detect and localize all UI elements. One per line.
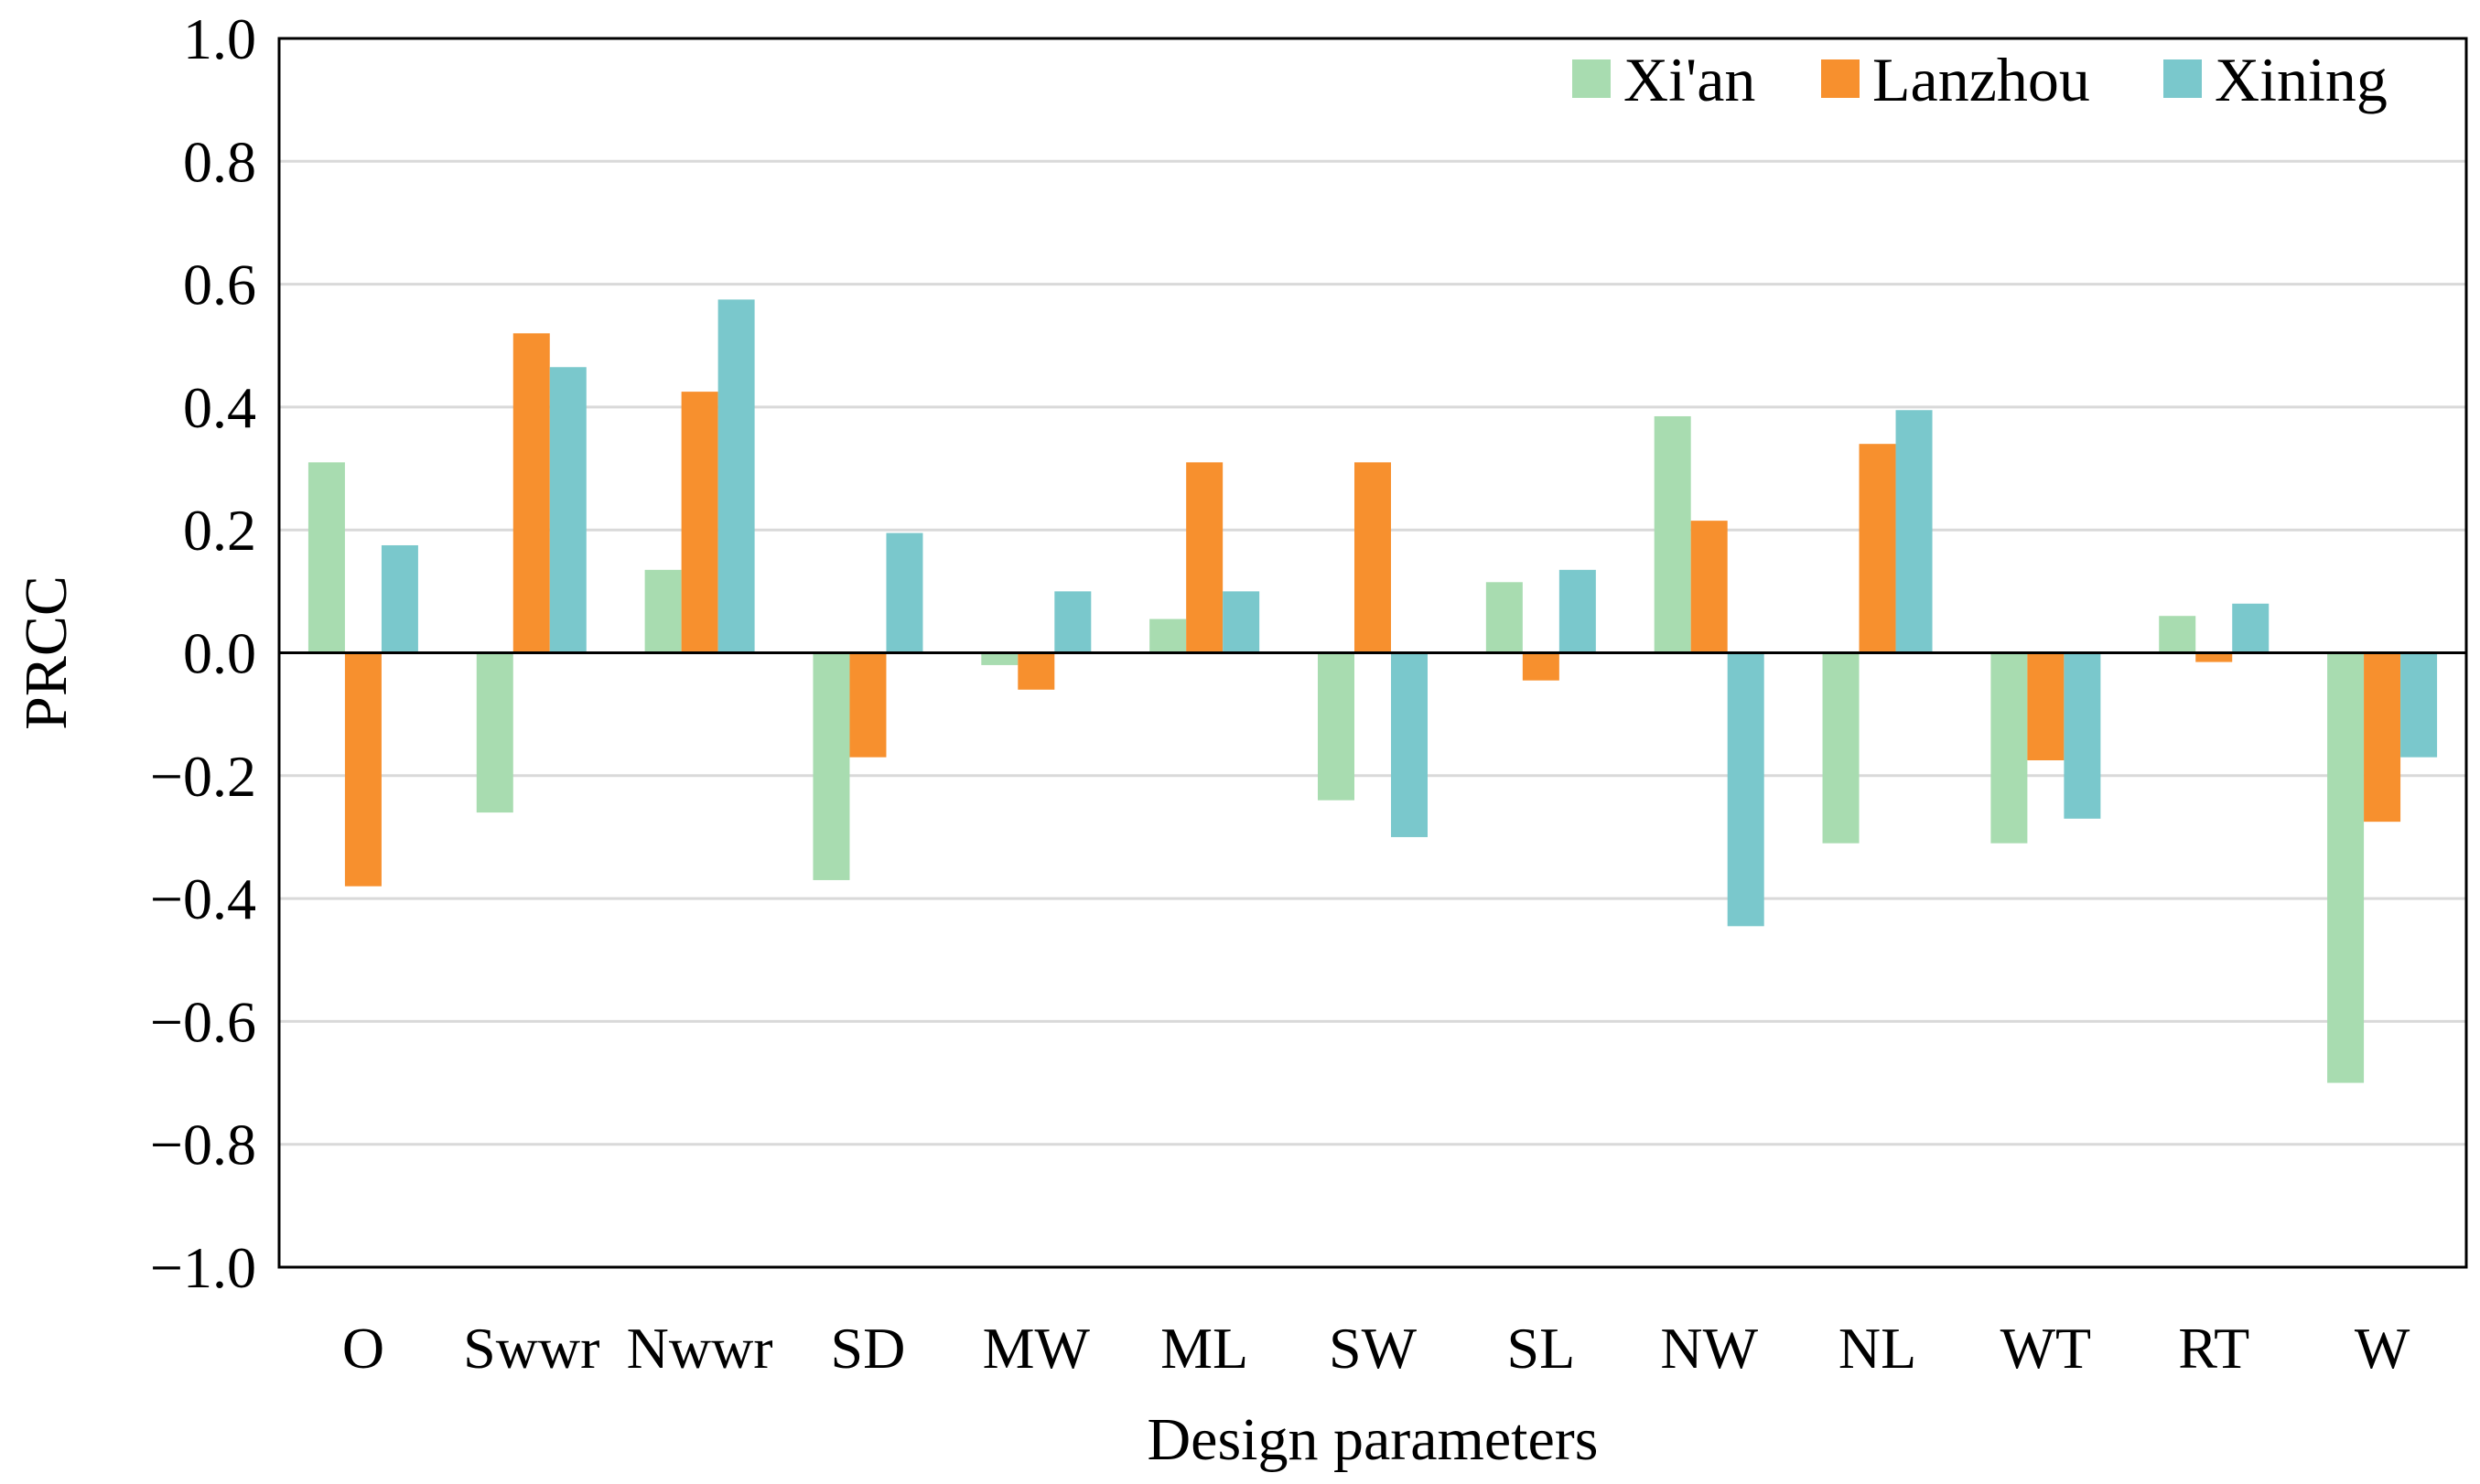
bar-lanzhou-o (344, 652, 382, 887)
bar-xian-nw (1654, 415, 1691, 653)
bar-lanzhou-sl (1522, 652, 1559, 681)
x-axis-title: Design parameters (1148, 1406, 1599, 1473)
bar-xian-mw (981, 652, 1019, 665)
bar-lanzhou-mw (1018, 652, 1055, 690)
y-tick-label: −0.2 (150, 744, 256, 809)
x-tick-label: SD (831, 1316, 906, 1381)
bars (307, 299, 2438, 1083)
x-tick-label: ML (1160, 1316, 1248, 1381)
bar-xining-rt (2232, 603, 2270, 653)
y-tick-label: −0.4 (150, 866, 256, 931)
bar-lanzhou-nl (1859, 444, 1896, 653)
bar-lanzhou-ml (1186, 462, 1224, 653)
y-tick-label: 0.8 (183, 129, 256, 194)
bar-xining-w (2400, 652, 2438, 758)
bar-xian-wt (1990, 652, 2028, 844)
bar-xian-ml (1149, 618, 1187, 653)
x-tick-label: SW (1329, 1316, 1418, 1381)
bar-xining-swwr (549, 367, 587, 653)
bar-xian-rt (2159, 616, 2196, 653)
bar-xian-sw (1318, 652, 1354, 801)
legend-swatch-xining (2163, 59, 2202, 98)
bar-lanzhou-sd (849, 652, 887, 758)
legend-label-xining: Xining (2215, 45, 2388, 114)
legend: Xi'an Lanzhou Xining (1572, 45, 2388, 114)
y-tick-label: 0.2 (183, 498, 256, 563)
legend-label-xian: Xi'an (1623, 45, 1755, 114)
x-tick-label: RT (2178, 1316, 2249, 1381)
x-tick-label: NW (1660, 1316, 1758, 1381)
y-axis-tick-labels: 1.0 0.8 0.6 0.4 0.2 0.0 −0.2 −0.4 −0.6 −0.8 −1.0 (150, 6, 256, 1300)
bar-xining-o (381, 544, 418, 653)
x-tick-label: MW (983, 1316, 1091, 1381)
bar-xining-ml (1223, 591, 1260, 653)
bar-xian-swwr (476, 652, 513, 813)
x-tick-label: SL (1507, 1316, 1576, 1381)
plot-area-frame (277, 37, 2468, 1269)
x-axis-tick-labels: O Swwr Nwwr SD MW ML SW SL NW NL WT RT W (342, 1316, 2410, 1381)
bar-lanzhou-rt (2195, 652, 2233, 662)
bar-lanzhou-wt (2027, 652, 2065, 761)
bar-xining-sw (1391, 652, 1428, 837)
y-tick-label: 0.4 (183, 375, 256, 440)
y-axis-title: PRCC (13, 575, 80, 730)
bar-xian-o (307, 462, 345, 653)
x-tick-label: Swwr (463, 1316, 599, 1381)
bar-lanzhou-nwwr (681, 392, 718, 653)
legend-swatch-xian (1572, 59, 1611, 98)
bar-lanzhou-w (2364, 652, 2401, 823)
bar-xining-nwwr (717, 299, 755, 653)
bar-xining-sd (886, 532, 923, 653)
x-tick-label: Nwwr (627, 1316, 773, 1381)
bar-xian-nwwr (644, 569, 682, 653)
y-tick-label: 0.0 (183, 621, 256, 686)
y-tick-label: 0.6 (183, 253, 256, 317)
bar-xian-nl (1822, 652, 1860, 844)
bar-lanzhou-sw (1354, 462, 1391, 653)
x-tick-label: NL (1838, 1316, 1916, 1381)
bar-xining-mw (1054, 591, 1092, 653)
y-tick-label: 1.0 (183, 6, 256, 71)
x-tick-label: W (2355, 1316, 2410, 1381)
y-tick-label: −0.6 (150, 989, 256, 1054)
legend-swatch-lanzhou (1821, 59, 1860, 98)
bar-xining-nw (1727, 652, 1764, 927)
legend-label-lanzhou: Lanzhou (1872, 45, 2090, 114)
bar-xining-wt (2064, 652, 2101, 819)
y-tick-label: −1.0 (150, 1235, 256, 1300)
bar-xian-sd (813, 652, 850, 880)
bar-xian-sl (1485, 582, 1523, 653)
bar-lanzhou-swwr (512, 333, 550, 653)
x-tick-label: O (342, 1316, 384, 1381)
x-tick-label: WT (2000, 1316, 2092, 1381)
bar-xian-w (2327, 652, 2365, 1083)
bar-xining-nl (1895, 410, 1933, 653)
bar-xining-sl (1558, 569, 1596, 653)
bar-lanzhou-nw (1690, 521, 1728, 653)
y-tick-label: −0.8 (150, 1113, 256, 1178)
